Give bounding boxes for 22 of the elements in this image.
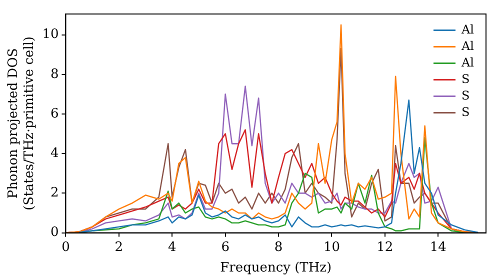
legend-label: S — [461, 72, 470, 86]
x-tick-label: 8 — [274, 240, 283, 255]
legend-label: S — [461, 88, 470, 102]
x-tick-label: 2 — [114, 240, 124, 255]
x-tick-label: 4 — [168, 240, 176, 255]
y-axis-title: Phonon projected DOS (States/THz·primitive cell) — [6, 36, 37, 210]
y-tick-label: 4 — [50, 146, 59, 161]
y-tick-label: 8 — [50, 66, 59, 82]
x-axis-title: Frequency (THz) — [220, 260, 332, 276]
legend-label: Al — [460, 55, 474, 70]
x-tick-label: 0 — [62, 240, 70, 255]
x-tick-label: 6 — [221, 240, 230, 255]
x-tick-label: 10 — [323, 240, 340, 255]
y-tick-label: 10 — [42, 27, 59, 42]
x-tick-label: 12 — [376, 240, 394, 255]
legend-label: Al — [460, 22, 474, 36]
legend-label: Al — [460, 38, 474, 53]
x-tick-label: 14 — [430, 240, 446, 255]
y-tick-label: 2 — [50, 186, 59, 201]
y-tick-label: 6 — [50, 106, 59, 122]
y-tick-label: 0 — [50, 225, 59, 240]
legend-label: S — [461, 104, 470, 119]
